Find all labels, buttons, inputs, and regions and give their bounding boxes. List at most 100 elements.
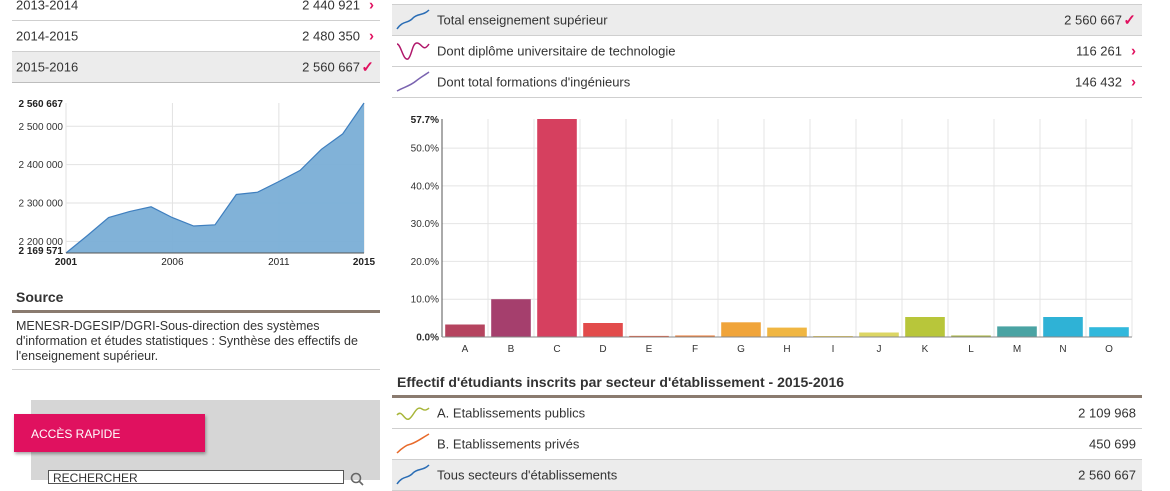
sector-list: A. Etablissements publics 2 109 968 B. E… (392, 398, 1142, 491)
bar-b (491, 299, 531, 337)
bar-h (767, 327, 807, 337)
x-tick-label: F (692, 344, 698, 355)
chevron-right-icon[interactable]: › (1131, 73, 1136, 91)
sector-label: A. Etablissements publics (437, 405, 586, 421)
indicator-label: Total enseignement supérieur (437, 12, 608, 28)
bar-m (997, 326, 1037, 337)
y-tick-label: 10.0% (411, 295, 439, 306)
chevron-right-icon[interactable]: › (369, 0, 374, 14)
x-tick-label: E (646, 344, 653, 355)
year-value: 2 560 667 (302, 59, 360, 75)
checkmark-icon: ✓ (361, 59, 374, 76)
bar-chart: 0.0% 10.0% 20.0% 30.0% 40.0% 50.0% 57.7% A B C D E F… (411, 115, 1133, 355)
indicator-row[interactable]: Dont total formations d'ingénieurs 146 4… (392, 67, 1142, 98)
year-value: 2 480 350 (302, 28, 360, 44)
quick-access-tab[interactable]: ACCÈS RAPIDE (14, 414, 205, 452)
bar-n (1043, 317, 1083, 337)
search-input[interactable]: RECHERCHER (48, 470, 344, 485)
x-tick-label: H (783, 344, 790, 355)
sector-value: 2 109 968 (1078, 405, 1136, 421)
x-tick-label: K (922, 344, 929, 355)
x-tick-label: N (1059, 344, 1066, 355)
sector-row[interactable]: B. Etablissements privés 450 699 (392, 429, 1142, 460)
sector-value: 450 699 (1089, 436, 1136, 452)
chevron-right-icon[interactable]: › (369, 27, 374, 45)
bar-k (905, 317, 945, 337)
source-text: MENESR-DGESIP/DGRI-Sous-direction des sy… (16, 319, 358, 363)
indicator-label: Dont diplôme universitaire de technologi… (437, 43, 676, 59)
x-tick-label: O (1105, 344, 1113, 355)
year-row[interactable]: 2014-2015 2 480 350 › (12, 21, 380, 52)
x-tick-label: G (737, 344, 745, 355)
year-row-selected[interactable]: 2015-2016 2 560 667 ✓ (12, 52, 380, 83)
trend-line-icon (396, 433, 430, 454)
bar-d (583, 323, 623, 337)
area-series (66, 103, 364, 253)
y-tick-label: 50.0% (411, 144, 439, 155)
sector-value: 2 560 667 (1078, 467, 1136, 483)
x-tick-label: 2001 (55, 257, 78, 268)
divider (12, 310, 380, 313)
divider (12, 369, 380, 370)
bar-o (1089, 327, 1129, 337)
x-tick-label: I (832, 344, 835, 355)
search-icon[interactable] (350, 472, 364, 486)
y-tick-label: 2 200 000 (19, 237, 64, 248)
quick-access-label: ACCÈS RAPIDE (31, 427, 121, 441)
bar-l (951, 335, 991, 337)
y-tick-label: 40.0% (411, 181, 439, 192)
bar-a (445, 324, 485, 337)
source-title: Source (16, 289, 64, 305)
trend-line-icon (396, 42, 430, 60)
sector-label: B. Etablissements privés (437, 436, 580, 452)
y-tick-label: 20.0% (411, 257, 439, 268)
area-series-line (65, 102, 365, 254)
bar-j (859, 332, 899, 337)
year-label: 2015-2016 (16, 59, 79, 75)
x-tick-label: L (968, 344, 974, 355)
indicator-label: Dont total formations d'ingénieurs (437, 74, 631, 90)
indicator-row-selected[interactable]: Total enseignement supérieur 2 560 667 ✓ (392, 4, 1142, 36)
quick-access-panel: ACCÈS RAPIDE RECHERCHER (14, 400, 380, 486)
trend-line-icon (396, 464, 430, 485)
indicator-value: 116 261 (1075, 43, 1122, 59)
indicator-list: Total enseignement supérieur 2 560 667 ✓… (392, 0, 1142, 98)
chevron-right-icon[interactable]: › (1131, 42, 1136, 60)
right-column: Total enseignement supérieur 2 560 667 ✓… (392, 0, 1142, 491)
checkmark-icon: ✓ (1123, 12, 1136, 29)
indicator-value: 2 560 667 (1064, 12, 1122, 28)
sector-label: Tous secteurs d'établissements (437, 467, 618, 483)
y-tick-label: 30.0% (411, 219, 439, 230)
trend-line-icon (396, 71, 430, 92)
x-tick-label: 2015 (353, 257, 376, 268)
left-column: 2013-2014 2 440 921 › 2014-2015 2 480 35… (12, 0, 380, 486)
bar-f (675, 335, 715, 337)
y-tick-label: 0.0% (416, 333, 439, 344)
divider (392, 395, 1142, 398)
x-tick-label: M (1013, 344, 1021, 355)
trend-line-icon (396, 407, 430, 420)
year-list: 2013-2014 2 440 921 › 2014-2015 2 480 35… (12, 0, 380, 83)
sector-title: Effectif d'étudiants inscrits par secteu… (397, 374, 845, 390)
year-row[interactable]: 2013-2014 2 440 921 › (12, 0, 380, 21)
search-input-value: RECHERCHER (53, 471, 138, 485)
x-tick-label: B (508, 344, 515, 355)
y-tick-label: 2 500 000 (19, 122, 64, 133)
bar-g (721, 322, 761, 337)
year-value: 2 440 921 (302, 0, 360, 13)
x-tick-label: 2011 (268, 257, 290, 268)
x-tick-label: D (599, 344, 606, 355)
indicator-row[interactable]: Dont diplôme universitaire de technologi… (392, 36, 1142, 67)
sector-row-selected[interactable]: Tous secteurs d'établissements 2 560 667 (392, 460, 1142, 491)
sector-row[interactable]: A. Etablissements publics 2 109 968 (392, 398, 1142, 429)
x-tick-label: 2006 (161, 257, 184, 268)
bar-e (629, 335, 669, 337)
x-tick-label: C (553, 344, 560, 355)
y-max-label: 2 560 667 (19, 99, 64, 110)
y-min-label: 2 169 571 (19, 246, 64, 257)
area-chart: 2 200 000 2 300 000 2 400 000 2 500 000 2 56… (19, 99, 376, 268)
trend-line-icon (396, 9, 430, 30)
bar-c (537, 119, 577, 337)
year-label: 2014-2015 (16, 28, 79, 44)
indicator-value: 146 432 (1075, 74, 1122, 90)
